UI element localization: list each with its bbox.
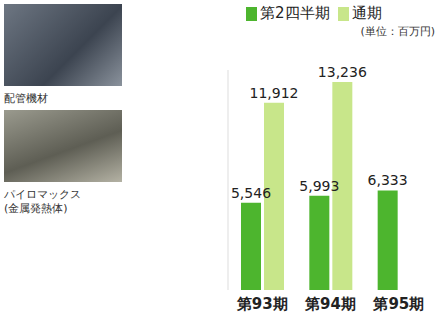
html-text:パイロマックス: パイロマックス bbox=[4, 188, 81, 201]
html-text:配管機材: 配管機材 bbox=[4, 92, 48, 105]
svg-text:第95期: 第95期 bbox=[372, 295, 424, 313]
svg-text:5,546: 5,546 bbox=[231, 185, 271, 201]
html-text:通期: 通期 bbox=[351, 4, 382, 22]
html-text:(金属発熱体): (金属発熱体) bbox=[4, 202, 68, 215]
svg-text:11,912: 11,912 bbox=[250, 85, 299, 101]
svg-text:13,236: 13,236 bbox=[318, 64, 367, 80]
svg-text:第94期: 第94期 bbox=[304, 295, 356, 313]
html-text:(単位：百万円): (単位：百万円) bbox=[360, 25, 435, 38]
svg-text:第93期: 第93期 bbox=[236, 295, 288, 313]
svg-text:5,993: 5,993 bbox=[299, 178, 339, 194]
svg-text:6,333: 6,333 bbox=[368, 172, 408, 188]
html-text:第2四半期: 第2四半期 bbox=[260, 4, 330, 22]
